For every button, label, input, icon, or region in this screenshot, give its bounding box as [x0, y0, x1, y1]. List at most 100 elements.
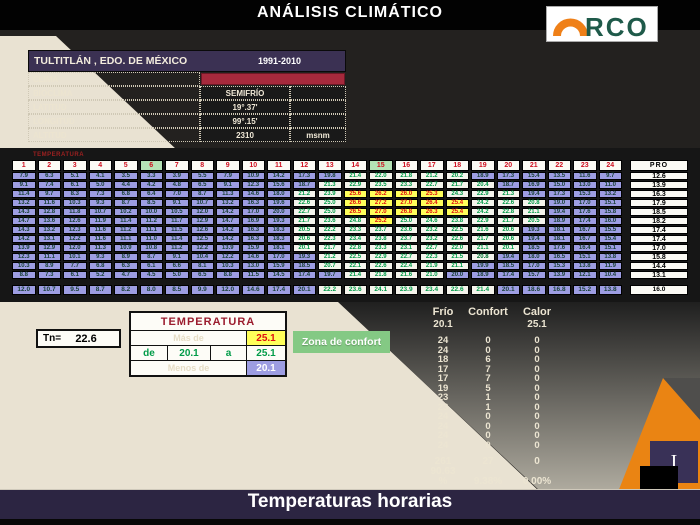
- temp-cell[interactable]: 25.4: [445, 208, 469, 216]
- temp-cell[interactable]: 7.3: [37, 271, 61, 279]
- temp-cell[interactable]: 11.6: [88, 226, 112, 234]
- temp-cell[interactable]: 10.3: [63, 199, 87, 207]
- temp-cell[interactable]: 22.0: [445, 244, 469, 252]
- temp-cell[interactable]: 21.2: [420, 172, 444, 180]
- temp-cell[interactable]: 18.5: [496, 262, 520, 270]
- temp-cell[interactable]: 15.1: [598, 199, 622, 207]
- temp-cell[interactable]: 13.8: [573, 262, 597, 270]
- pro-cell[interactable]: 17.4: [630, 235, 688, 243]
- avg-cell[interactable]: 9.5: [63, 285, 87, 295]
- temp-cell[interactable]: 21.4: [343, 172, 367, 180]
- avg-cell[interactable]: 12.0: [12, 285, 36, 295]
- avg-cell[interactable]: 23.6: [343, 285, 367, 295]
- temp-cell[interactable]: 4.1: [88, 172, 112, 180]
- temp-cell[interactable]: 20.0: [267, 208, 291, 216]
- temp-cell[interactable]: 10.9: [241, 172, 265, 180]
- temp-cell[interactable]: 25.3: [420, 190, 444, 198]
- hour-header[interactable]: 23: [573, 160, 597, 171]
- temp-cell[interactable]: 24.2: [471, 199, 495, 207]
- temp-cell[interactable]: 20.4: [471, 181, 495, 189]
- temp-cell[interactable]: 17.0: [573, 199, 597, 207]
- temp-cell[interactable]: 6.8: [114, 190, 138, 198]
- pro-cell[interactable]: 15.8: [630, 253, 688, 261]
- temp-cell[interactable]: 26.4: [420, 199, 444, 207]
- temp-cell[interactable]: 22.8: [343, 244, 367, 252]
- temp-cell[interactable]: 14.2: [216, 235, 240, 243]
- temp-cell[interactable]: 10.0: [139, 208, 163, 216]
- temp-cell[interactable]: 21.7: [292, 217, 316, 225]
- temp-cell[interactable]: 12.3: [241, 181, 265, 189]
- temp-cell[interactable]: 23.3: [343, 226, 367, 234]
- temp-cell[interactable]: 20.5: [292, 226, 316, 234]
- hour-header[interactable]: 18: [445, 160, 469, 171]
- temp-cell[interactable]: 26.2: [369, 190, 393, 198]
- temp-cell[interactable]: 24.3: [445, 190, 469, 198]
- temp-cell[interactable]: 23.2: [420, 226, 444, 234]
- temp-cell[interactable]: 22.3: [420, 253, 444, 261]
- temp-cell[interactable]: 15.3: [573, 190, 597, 198]
- temp-cell[interactable]: 8.5: [139, 199, 163, 207]
- temp-cell[interactable]: 4.8: [165, 181, 189, 189]
- temp-cell[interactable]: 22.1: [343, 262, 367, 270]
- temp-cell[interactable]: 11.4: [114, 217, 138, 225]
- temp-cell[interactable]: 12.1: [573, 271, 597, 279]
- temp-cell[interactable]: 12.0: [190, 208, 214, 216]
- avg-cell[interactable]: 16.8: [547, 285, 571, 295]
- temp-cell[interactable]: 13.1: [37, 235, 61, 243]
- temp-cell[interactable]: 9.3: [88, 253, 112, 261]
- temp-cell[interactable]: 4.4: [114, 181, 138, 189]
- temp-cell[interactable]: 18.9: [471, 172, 495, 180]
- temp-cell[interactable]: 26.5: [343, 208, 367, 216]
- temp-cell[interactable]: 20.6: [496, 235, 520, 243]
- temp-cell[interactable]: 14.3: [12, 208, 36, 216]
- temp-cell[interactable]: 18.5: [522, 244, 546, 252]
- temp-cell[interactable]: 23.6: [394, 226, 418, 234]
- temp-cell[interactable]: 13.8: [598, 253, 622, 261]
- temp-cell[interactable]: 20.6: [496, 226, 520, 234]
- temp-cell[interactable]: 27.2: [369, 199, 393, 207]
- temp-cell[interactable]: 21.0: [420, 271, 444, 279]
- temp-cell[interactable]: 11.6: [573, 172, 597, 180]
- temp-cell[interactable]: 10.1: [63, 253, 87, 261]
- temp-cell[interactable]: 4.2: [139, 181, 163, 189]
- temp-cell[interactable]: 13.2: [598, 190, 622, 198]
- temp-cell[interactable]: 20.7: [318, 262, 342, 270]
- avg-cell[interactable]: 12.0: [216, 285, 240, 295]
- pro-cell[interactable]: 16.3: [630, 190, 688, 198]
- hour-header[interactable]: 24: [598, 160, 622, 171]
- temp-cell[interactable]: 12.6: [63, 217, 87, 225]
- avg-cell[interactable]: 22.2: [318, 285, 342, 295]
- temp-cell[interactable]: 22.0: [369, 172, 393, 180]
- temp-cell[interactable]: 26.6: [343, 199, 367, 207]
- temp-cell[interactable]: 8.1: [190, 262, 214, 270]
- temp-cell[interactable]: 15.7: [522, 271, 546, 279]
- temp-cell[interactable]: 13.5: [547, 172, 571, 180]
- temp-cell[interactable]: 22.8: [496, 208, 520, 216]
- temp-cell[interactable]: 27.0: [369, 208, 393, 216]
- temp-cell[interactable]: 10.4: [190, 253, 214, 261]
- temp-cell[interactable]: 11.3: [216, 190, 240, 198]
- temp-cell[interactable]: 16.3: [241, 235, 265, 243]
- temp-cell[interactable]: 22.7: [420, 181, 444, 189]
- temp-cell[interactable]: 14.6: [241, 253, 265, 261]
- temp-cell[interactable]: 12.0: [63, 244, 87, 252]
- temp-cell[interactable]: 23.5: [369, 181, 393, 189]
- hour-header[interactable]: 15: [369, 160, 393, 171]
- pro-cell[interactable]: 13.9: [630, 181, 688, 189]
- temp-cell[interactable]: 11.1: [139, 226, 163, 234]
- temp-cell[interactable]: 8.7: [139, 253, 163, 261]
- temp-cell[interactable]: 13.9: [216, 244, 240, 252]
- temp-cell[interactable]: 18.7: [496, 181, 520, 189]
- temp-cell[interactable]: 14.7: [12, 217, 36, 225]
- temp-cell[interactable]: 22.2: [318, 226, 342, 234]
- temp-cell[interactable]: 11.6: [37, 199, 61, 207]
- temp-cell[interactable]: 22.4: [394, 262, 418, 270]
- temp-cell[interactable]: 12.2: [190, 244, 214, 252]
- avg-cell[interactable]: 8.2: [114, 285, 138, 295]
- temp-cell[interactable]: 22.9: [343, 181, 367, 189]
- temp-cell[interactable]: 18.9: [547, 217, 571, 225]
- temp-cell[interactable]: 12.3: [63, 226, 87, 234]
- temp-cell[interactable]: 17.4: [573, 217, 597, 225]
- temp-cell[interactable]: 18.7: [292, 181, 316, 189]
- temp-cell[interactable]: 13.0: [241, 262, 265, 270]
